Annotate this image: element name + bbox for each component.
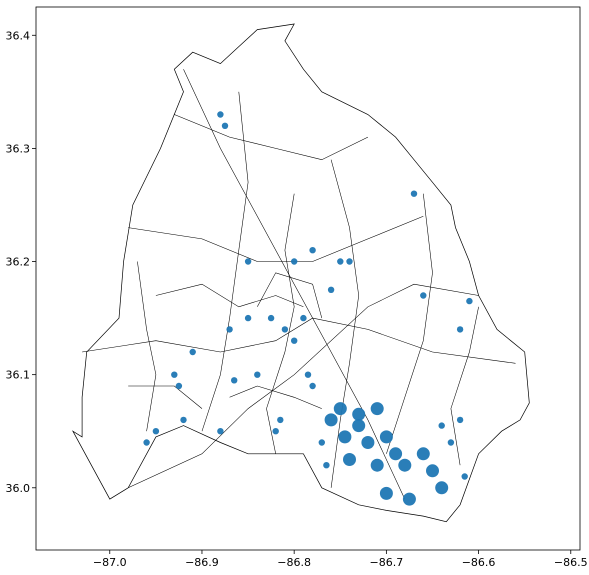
- blue-cluster-21: [152, 428, 160, 435]
- blue-cluster-52: [346, 258, 353, 265]
- blue-cluster-39: [309, 247, 316, 254]
- x-tick-label-2: −86.9: [185, 556, 219, 569]
- x-axis: −87.0 −86.9 −86.8 −86.7 −86.6 −86.5: [93, 550, 588, 569]
- blue-cluster-51: [244, 258, 252, 265]
- blue-cluster-31: [291, 337, 298, 344]
- blue-cluster-27: [272, 428, 279, 435]
- blue-cluster-45: [447, 439, 455, 446]
- blue-cluster-5: [361, 436, 375, 449]
- blue-cluster-30: [304, 371, 312, 378]
- blue-cluster-38: [337, 258, 344, 265]
- x-tick-label-4: −86.7: [370, 556, 404, 569]
- blue-cluster-layer: [143, 111, 473, 506]
- blue-cluster-53: [217, 428, 224, 435]
- blue-cluster-36: [226, 326, 233, 333]
- blue-cluster-41: [466, 297, 473, 305]
- tract-boundary-3: [82, 317, 516, 364]
- tract-boundary-13: [137, 261, 157, 432]
- blue-cluster-35: [244, 314, 252, 322]
- tract-boundary-12: [450, 306, 479, 466]
- blue-cluster-49: [221, 122, 229, 129]
- blue-cluster-19: [323, 462, 330, 469]
- blue-cluster-4: [338, 430, 352, 444]
- blue-cluster-18: [318, 439, 325, 446]
- blue-cluster-9: [389, 447, 403, 461]
- blue-cluster-46: [438, 422, 445, 429]
- tract-boundary-5: [174, 114, 369, 160]
- blue-cluster-40: [291, 258, 298, 265]
- blue-cluster-25: [189, 348, 196, 356]
- blue-cluster-29: [309, 382, 316, 390]
- blue-cluster-26: [231, 377, 238, 384]
- county-outline: [71, 23, 530, 523]
- y-tick-label-2: 36.1: [6, 369, 31, 382]
- blue-cluster-3: [370, 402, 384, 416]
- tract-outline-layer: [71, 23, 530, 523]
- blue-cluster-42: [456, 326, 464, 333]
- blue-cluster-32: [281, 326, 289, 333]
- y-tick-label-5: 36.4: [6, 29, 31, 42]
- blue-cluster-2: [352, 407, 366, 421]
- tract-boundary-1: [128, 283, 479, 489]
- blue-cluster-44: [456, 416, 464, 424]
- tract-boundary-14: [128, 385, 203, 409]
- x-tick-label-6: −86.5: [554, 556, 588, 569]
- tract-boundary-10: [266, 193, 295, 454]
- x-tick-label-5: −86.6: [462, 556, 496, 569]
- tract-boundary-15: [257, 272, 323, 319]
- blue-cluster-24: [175, 382, 183, 390]
- y-tick-label-4: 36.3: [6, 142, 31, 155]
- tract-boundary-7: [229, 385, 322, 409]
- tract-boundary-9: [386, 193, 433, 454]
- blue-cluster-12: [398, 458, 412, 472]
- blue-cluster-11: [324, 413, 338, 427]
- y-tick-label-3: 36.2: [6, 256, 31, 269]
- blue-cluster-1: [333, 402, 347, 416]
- tract-boundary-2: [183, 69, 406, 500]
- tract-boundary-8: [201, 91, 249, 432]
- blue-cluster-15: [435, 481, 449, 495]
- blue-cluster-20: [143, 439, 150, 446]
- blue-cluster-28: [277, 416, 284, 424]
- x-tick-label-1: −87.0: [93, 556, 127, 569]
- blue-cluster-16: [379, 486, 393, 500]
- blue-cluster-6: [379, 430, 393, 444]
- y-tick-label-1: 36.0: [6, 482, 31, 495]
- blue-cluster-17: [402, 492, 416, 506]
- blue-cluster-33: [267, 314, 275, 322]
- blue-cluster-10: [352, 419, 366, 433]
- blue-cluster-22: [180, 416, 187, 424]
- blue-cluster-14: [426, 464, 439, 478]
- tract-boundary-11: [330, 159, 359, 488]
- axes-frame: [35, 6, 581, 551]
- blue-cluster-47: [461, 473, 468, 480]
- blue-cluster-50: [217, 111, 224, 118]
- blue-cluster-48: [410, 190, 418, 197]
- blue-cluster-13: [416, 447, 430, 461]
- blue-cluster-43: [420, 292, 427, 299]
- tract-boundary-4: [128, 216, 424, 262]
- x-tick-label-3: −86.8: [277, 556, 311, 569]
- blue-cluster-54: [254, 371, 261, 378]
- blue-cluster-34: [300, 314, 307, 322]
- tract-boundary-6: [155, 283, 304, 308]
- blue-cluster-37: [327, 286, 335, 293]
- blue-cluster-7: [343, 453, 356, 466]
- blue-cluster-23: [171, 371, 178, 378]
- blue-cluster-8: [370, 458, 384, 472]
- y-axis: 36.0 36.1 36.2 36.3 36.4: [6, 29, 36, 495]
